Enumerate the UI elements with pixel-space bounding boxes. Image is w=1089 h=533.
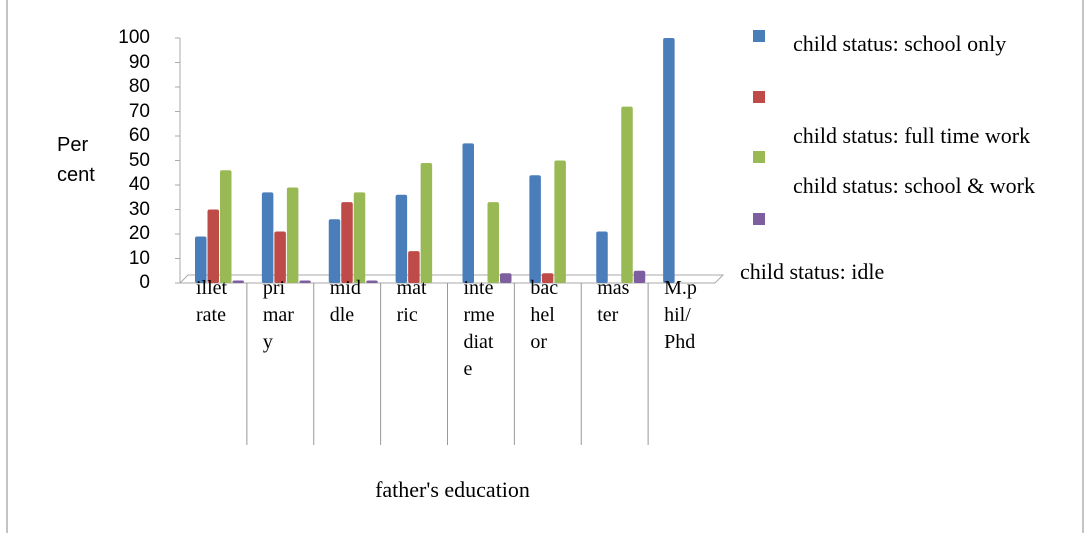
x-tick-label: M.phil/Phd (664, 277, 697, 353)
bar (529, 175, 541, 283)
x-tick-label: bachelor (530, 277, 559, 353)
y-axis-label: Percent (57, 134, 95, 186)
bar (261, 192, 274, 283)
bar (341, 202, 353, 283)
legend-marker (753, 213, 765, 225)
bar (596, 231, 608, 283)
bar (621, 106, 633, 283)
y-tick-label: 10 (128, 247, 150, 269)
legend-marker (753, 151, 765, 163)
y-tick-label: 40 (128, 174, 150, 195)
x-tick-label: illetrate (196, 277, 228, 326)
x-tick-label: middle (329, 277, 361, 326)
y-tick-label: 60 (128, 125, 150, 146)
bar (299, 280, 311, 283)
bar (633, 270, 646, 283)
legend-marker (753, 30, 765, 42)
x-tick-label: primary (262, 277, 294, 353)
bar (207, 209, 219, 283)
y-tick-label: 70 (128, 100, 150, 122)
y-tick-label: 20 (128, 223, 150, 244)
bar (487, 202, 499, 283)
x-tick-label: master (597, 277, 630, 326)
bar (500, 273, 512, 283)
legend-label: child status: school & work (793, 173, 1035, 198)
bar (366, 280, 378, 283)
legend-label: child status: idle (740, 259, 885, 284)
bar (195, 236, 207, 283)
y-tick-label: 50 (128, 149, 150, 171)
bar (353, 192, 366, 283)
bar (541, 273, 554, 283)
legend-label: child status: school only (793, 31, 1007, 56)
legend-marker (753, 91, 765, 103)
bar (232, 280, 244, 283)
bar (420, 162, 433, 283)
x-axis-label: father's education (375, 477, 530, 502)
y-tick-label: 30 (128, 198, 150, 220)
bar (663, 38, 675, 283)
bar (274, 231, 286, 283)
y-tick-label: 100 (118, 27, 150, 48)
bar (220, 170, 232, 283)
bar (554, 160, 566, 283)
x-tick-label: matric (396, 277, 427, 326)
bar (395, 194, 408, 283)
bar (328, 219, 341, 283)
legend-label: child status: full time work (793, 123, 1031, 148)
y-tick-label: 0 (139, 272, 150, 293)
bar (286, 187, 299, 283)
y-tick-label: 80 (128, 76, 150, 97)
bar (408, 251, 420, 283)
y-tick-label: 90 (128, 51, 150, 73)
bar (462, 143, 474, 283)
x-tick-label: intermediate (463, 277, 495, 380)
